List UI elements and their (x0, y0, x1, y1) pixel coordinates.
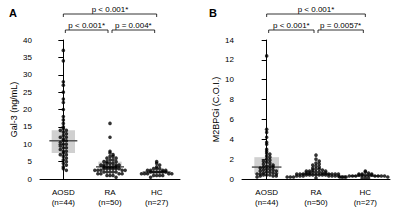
svg-text:5: 5 (28, 157, 33, 166)
svg-text:AOSD: AOSD (52, 188, 75, 197)
svg-text:p < 0.001*: p < 0.001* (298, 5, 335, 14)
svg-text:25: 25 (23, 88, 32, 97)
svg-text:(n=27): (n=27) (145, 198, 169, 207)
svg-text:B: B (209, 7, 217, 19)
svg-text:4: 4 (230, 135, 235, 144)
svg-text:p = 0.0057*: p = 0.0057* (320, 21, 361, 30)
svg-text:2: 2 (230, 155, 235, 164)
svg-text:10: 10 (23, 140, 32, 149)
svg-text:30: 30 (23, 70, 32, 79)
svg-text:35: 35 (23, 53, 32, 62)
svg-text:(n=27): (n=27) (354, 198, 378, 207)
svg-text:12: 12 (225, 55, 234, 64)
svg-text:RA: RA (104, 188, 116, 197)
svg-text:20: 20 (23, 105, 32, 114)
svg-text:(n=44): (n=44) (52, 198, 76, 207)
svg-text:0: 0 (230, 175, 235, 184)
svg-text:(n=50): (n=50) (98, 198, 122, 207)
svg-text:6: 6 (230, 115, 235, 124)
svg-text:A: A (9, 7, 17, 19)
svg-text:RA: RA (310, 188, 322, 197)
svg-text:p < 0.001*: p < 0.001* (68, 21, 105, 30)
svg-text:(n=44): (n=44) (255, 198, 279, 207)
svg-text:p < 0.001*: p < 0.001* (273, 21, 310, 30)
svg-text:10: 10 (225, 75, 234, 84)
svg-text:0: 0 (28, 175, 33, 184)
svg-text:p < 0.001*: p < 0.001* (92, 5, 129, 14)
svg-text:HC: HC (151, 188, 163, 197)
svg-text:40: 40 (23, 36, 32, 45)
svg-text:14: 14 (225, 36, 234, 45)
svg-text:M2BPGi (C.O.I.): M2BPGi (C.O.I.) (211, 77, 221, 143)
svg-text:15: 15 (23, 122, 32, 131)
svg-text:(n=50): (n=50) (304, 198, 328, 207)
svg-text:Gal-3 (ng/mL): Gal-3 (ng/mL) (9, 82, 19, 138)
svg-text:8: 8 (230, 95, 235, 104)
svg-text:HC: HC (360, 188, 372, 197)
svg-text:AOSD: AOSD (255, 188, 278, 197)
svg-text:p = 0.004*: p = 0.004* (115, 21, 152, 30)
